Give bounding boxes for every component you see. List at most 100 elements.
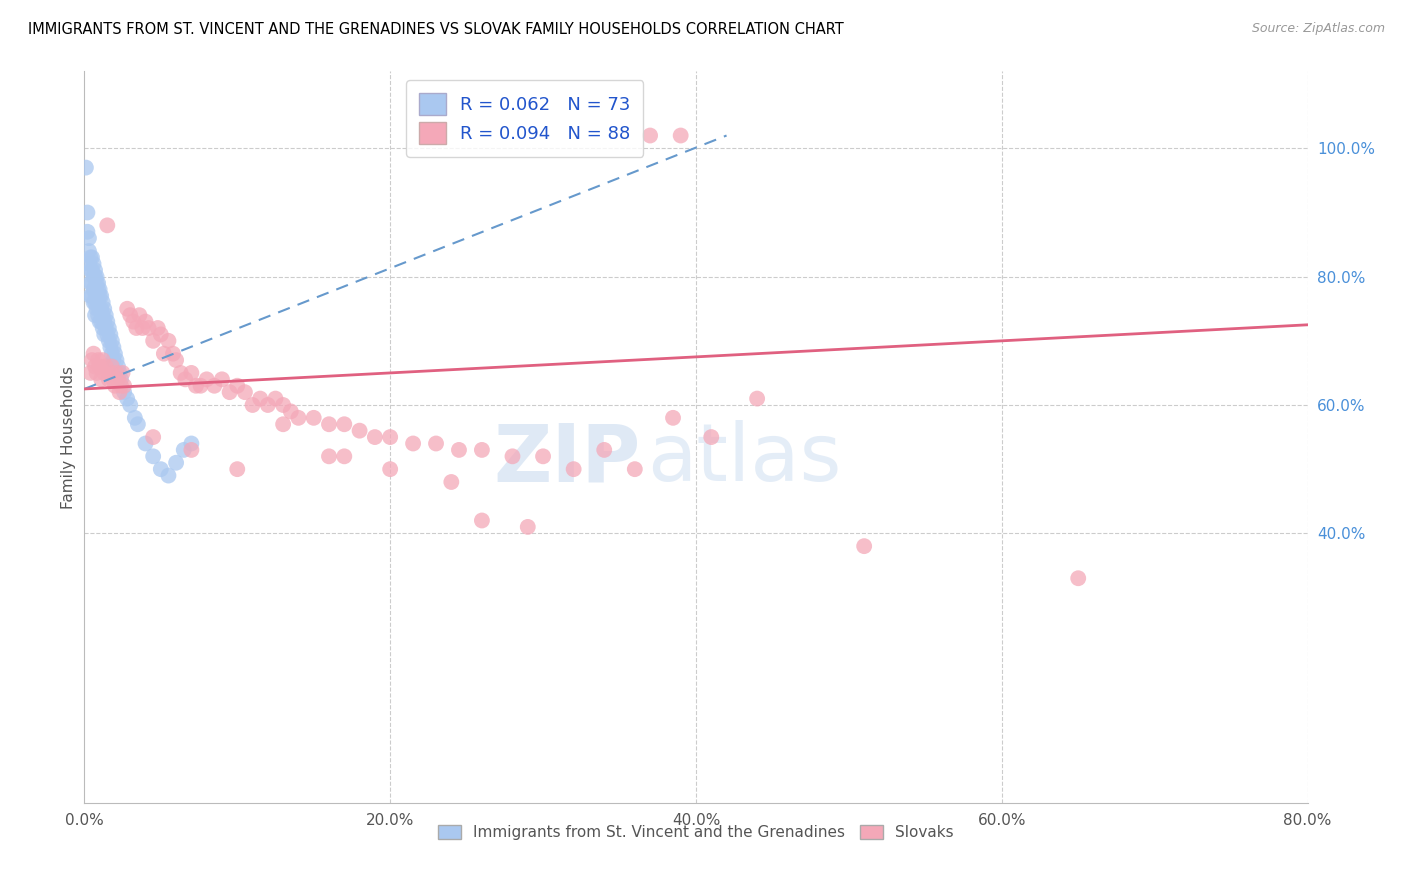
Point	[96, 315, 118, 329]
Point	[89, 301, 111, 316]
Point	[624, 462, 647, 476]
Point	[90, 289, 112, 303]
Point	[149, 462, 172, 476]
Point	[87, 276, 110, 290]
Point	[91, 308, 114, 322]
Point	[131, 321, 153, 335]
Point	[111, 366, 134, 380]
Point	[84, 283, 107, 297]
Point	[89, 289, 111, 303]
Point	[84, 269, 107, 284]
Point	[364, 430, 387, 444]
Point	[79, 263, 101, 277]
Point	[124, 410, 146, 425]
Point	[211, 372, 233, 386]
Point	[80, 276, 103, 290]
Point	[142, 334, 165, 348]
Y-axis label: Family Households: Family Households	[60, 366, 76, 508]
Point	[157, 334, 180, 348]
Text: Source: ZipAtlas.com: Source: ZipAtlas.com	[1251, 22, 1385, 36]
Text: IMMIGRANTS FROM ST. VINCENT AND THE GRENADINES VS SLOVAK FAMILY HOUSEHOLDS CORRE: IMMIGRANTS FROM ST. VINCENT AND THE GREN…	[28, 22, 844, 37]
Point	[110, 378, 132, 392]
Point	[83, 283, 105, 297]
Point	[135, 315, 157, 329]
Point	[135, 436, 157, 450]
Point	[149, 327, 172, 342]
Point	[153, 346, 176, 360]
Point	[125, 321, 148, 335]
Point	[662, 410, 685, 425]
Point	[127, 417, 149, 432]
Point	[105, 353, 128, 368]
Point	[146, 321, 169, 335]
Point	[318, 450, 340, 464]
Point	[562, 462, 585, 476]
Point	[180, 366, 202, 380]
Point	[96, 219, 118, 233]
Point	[90, 301, 112, 316]
Point	[669, 128, 692, 143]
Point	[271, 417, 294, 432]
Point	[142, 430, 165, 444]
Point	[233, 385, 256, 400]
Point	[107, 359, 129, 374]
Point	[1067, 571, 1090, 585]
Point	[91, 295, 114, 310]
Point	[280, 404, 302, 418]
Point	[287, 410, 309, 425]
Point	[93, 315, 115, 329]
Point	[170, 366, 193, 380]
Point	[80, 251, 103, 265]
Point	[103, 340, 125, 354]
Point	[110, 372, 132, 386]
Point	[157, 468, 180, 483]
Point	[90, 315, 112, 329]
Point	[333, 417, 356, 432]
Point	[184, 378, 207, 392]
Point	[112, 378, 135, 392]
Point	[84, 295, 107, 310]
Point	[80, 263, 103, 277]
Point	[440, 475, 463, 489]
Point	[120, 308, 142, 322]
Point	[105, 366, 128, 380]
Point	[80, 289, 103, 303]
Point	[86, 289, 108, 303]
Point	[93, 327, 115, 342]
Point	[79, 251, 101, 265]
Point	[103, 353, 125, 368]
Point	[86, 366, 108, 380]
Point	[112, 385, 135, 400]
Point	[249, 392, 271, 406]
Point	[202, 378, 225, 392]
Point	[115, 301, 138, 316]
Point	[447, 442, 470, 457]
Point	[218, 385, 240, 400]
Point	[91, 321, 114, 335]
Point	[271, 398, 294, 412]
Point	[138, 321, 160, 335]
Point	[700, 430, 723, 444]
Point	[333, 450, 356, 464]
Point	[98, 327, 121, 342]
Point	[94, 359, 117, 374]
Point	[108, 366, 131, 380]
Point	[86, 269, 108, 284]
Point	[471, 442, 494, 457]
Point	[84, 263, 107, 277]
Text: ZIP: ZIP	[494, 420, 641, 498]
Point	[318, 417, 340, 432]
Point	[180, 436, 202, 450]
Point	[471, 514, 494, 528]
Point	[162, 346, 184, 360]
Point	[502, 450, 524, 464]
Point	[86, 301, 108, 316]
Point	[226, 378, 249, 392]
Point	[97, 321, 120, 335]
Point	[77, 231, 100, 245]
Point	[87, 295, 110, 310]
Point	[83, 257, 105, 271]
Point	[98, 340, 121, 354]
Point	[83, 295, 105, 310]
Point	[103, 372, 125, 386]
